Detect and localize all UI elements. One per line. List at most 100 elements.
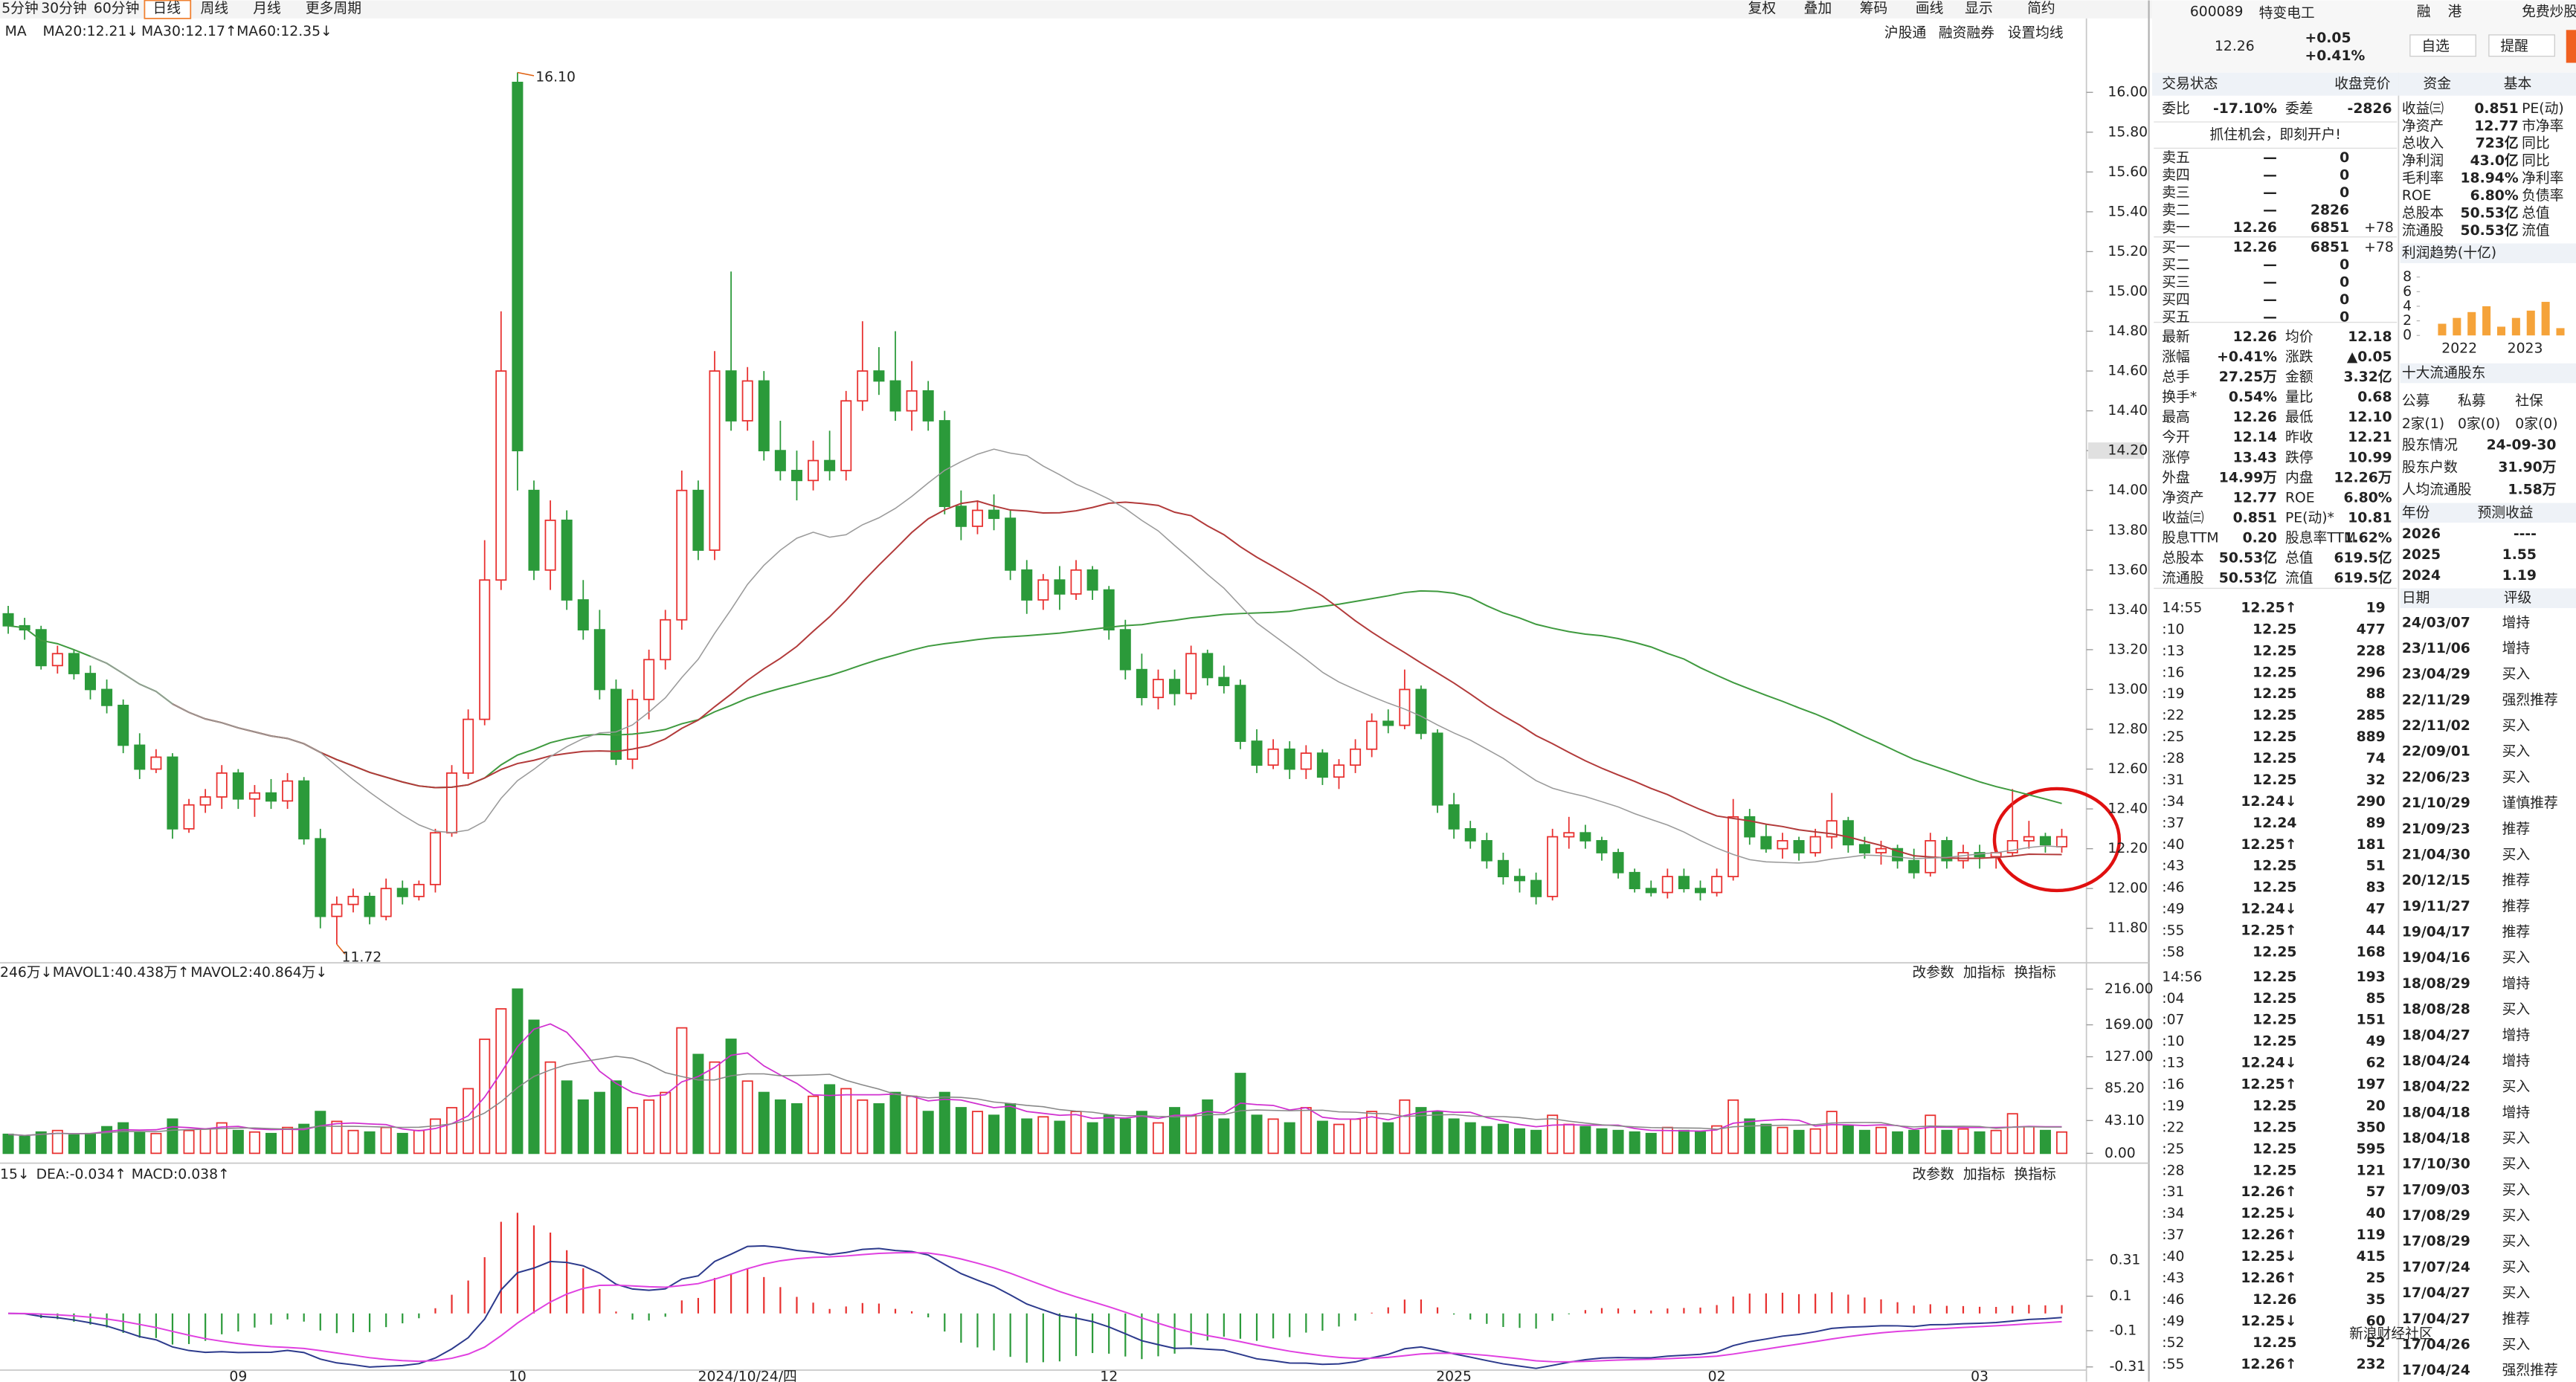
candle-body: [938, 420, 950, 508]
rating-value: 增持: [2502, 975, 2531, 992]
tab-active[interactable]: [144, 0, 192, 19]
tool-button[interactable]: 复权: [1748, 0, 1777, 16]
info-tab[interactable]: 资金: [2424, 76, 2452, 92]
high-label: 16.10: [535, 70, 576, 85]
trade-volume: 47: [2366, 902, 2386, 917]
stat-label: 最高: [2162, 409, 2190, 425]
panel-button[interactable]: 加指标: [1963, 1166, 2005, 1183]
stat-label: 金额: [2285, 369, 2313, 385]
trade-time: :40: [2162, 837, 2184, 853]
vol-tick-label: 169.00: [2105, 1017, 2154, 1033]
candle-body: [1234, 685, 1246, 742]
candle-body: [1152, 679, 1164, 699]
trade-time: :13: [2162, 643, 2184, 659]
candle-body: [1251, 740, 1263, 766]
vol-legend: 246万↓: [0, 965, 52, 981]
candle-body: [1727, 816, 1739, 878]
header-button-label[interactable]: 自选: [2421, 38, 2450, 54]
tool-button[interactable]: 简约: [2027, 0, 2055, 16]
side-button[interactable]: [2566, 30, 2576, 63]
period-tab[interactable]: 5分钟: [1, 0, 38, 16]
trend-bar: [2438, 323, 2447, 336]
tool-button[interactable]: 叠加: [1804, 0, 1832, 16]
header-tab[interactable]: 免费炒股: [2522, 4, 2576, 20]
rating-value: 买入: [2502, 1259, 2531, 1275]
panel-button[interactable]: 改参数: [1912, 1166, 1954, 1183]
rating-value: 买入: [2502, 744, 2531, 760]
toolbar-link[interactable]: 融资融券: [1939, 25, 1994, 41]
section-bg: [2400, 243, 2576, 264]
header-tab[interactable]: 港: [2448, 4, 2462, 20]
rating-value: 买入: [2502, 1208, 2531, 1224]
trade-volume: 62: [2366, 1056, 2386, 1071]
trade-price: 12.25: [2253, 686, 2296, 702]
candle-body: [1858, 844, 1870, 853]
volume-bar: [922, 1111, 934, 1155]
candle-body: [873, 370, 885, 382]
trend-bar: [2511, 317, 2520, 336]
tool-button[interactable]: 显示: [1965, 1, 1993, 16]
trade-volume: 35: [2366, 1292, 2386, 1308]
panel-button[interactable]: 换指标: [2014, 964, 2055, 981]
trade-time: :25: [2162, 1141, 2184, 1157]
candle-body: [380, 888, 392, 917]
x-tick-label: 03: [1971, 1369, 1989, 1382]
book-price: —: [2263, 168, 2277, 184]
ma-legend: MA60:12.35↓: [236, 24, 332, 39]
tool-button[interactable]: 画线: [1916, 0, 1944, 16]
toolbar-link[interactable]: 沪股通: [1884, 25, 1927, 41]
candle-body: [1218, 677, 1230, 686]
book-volume: 0: [2340, 309, 2349, 325]
period-tab[interactable]: 日线: [152, 0, 181, 16]
trade-time: :16: [2162, 665, 2184, 680]
panel-button[interactable]: 加指标: [1963, 964, 2005, 981]
trade-price: 12.25: [2253, 1013, 2296, 1028]
candle-body: [1629, 871, 1640, 890]
candle-body: [1908, 859, 1920, 874]
period-tab[interactable]: 30分钟: [41, 0, 86, 16]
trend-bar: [2526, 310, 2535, 336]
y-tick-label: 16.00: [2108, 85, 2148, 100]
period-tab[interactable]: 更多周期: [306, 0, 361, 16]
candle-body: [561, 519, 573, 601]
info-tab[interactable]: 基本: [2504, 76, 2532, 92]
period-tab[interactable]: 月线: [253, 0, 281, 16]
stat-value: +0.41%: [2217, 349, 2277, 365]
panel-button[interactable]: 改参数: [1912, 964, 1954, 981]
volume-bar: [1300, 1107, 1312, 1155]
dif-line: [8, 1244, 2062, 1369]
candle-body: [593, 629, 605, 691]
macd-tick-label: -0.31: [2110, 1359, 2146, 1375]
trade-volume: 181: [2357, 837, 2386, 853]
trade-time: :40: [2162, 1249, 2184, 1265]
volume-bar: [364, 1131, 376, 1155]
stat-value: 50.53亿: [2219, 569, 2277, 587]
trade-time: :19: [2162, 1098, 2184, 1114]
book-volume: 0: [2340, 292, 2349, 308]
tool-button[interactable]: 筹码: [1860, 0, 1888, 16]
candle-body: [709, 370, 721, 551]
y-tick-label: 11.80: [2108, 920, 2148, 936]
trade-time: :31: [2162, 1184, 2184, 1200]
header-button[interactable]: [2488, 34, 2555, 57]
trade-time: :58: [2162, 944, 2184, 960]
stat-value: 50.53亿: [2219, 549, 2277, 566]
volume-bar: [1005, 1103, 1017, 1155]
period-tab[interactable]: 60分钟: [94, 0, 139, 16]
candle-body: [1037, 579, 1049, 601]
trade-volume: 85: [2366, 991, 2386, 1007]
panel-button[interactable]: 换指标: [2014, 1166, 2055, 1183]
macd-legend: 15↓: [0, 1167, 30, 1183]
volume-bar: [1497, 1123, 1509, 1155]
promo-link[interactable]: 抓住机会，即刻开户!: [2210, 126, 2341, 143]
toolbar-link[interactable]: 设置均线: [2008, 25, 2064, 41]
period-tab[interactable]: 周线: [201, 0, 229, 16]
header-button-label[interactable]: 提醒: [2500, 38, 2528, 54]
candle-body: [1448, 804, 1460, 830]
candle-body: [134, 744, 146, 770]
header-tab[interactable]: 融: [2417, 4, 2431, 20]
x-tick-label: 2025: [1436, 1369, 1472, 1382]
header-button[interactable]: [2409, 34, 2476, 57]
stat-value: 0.68: [2357, 390, 2392, 405]
